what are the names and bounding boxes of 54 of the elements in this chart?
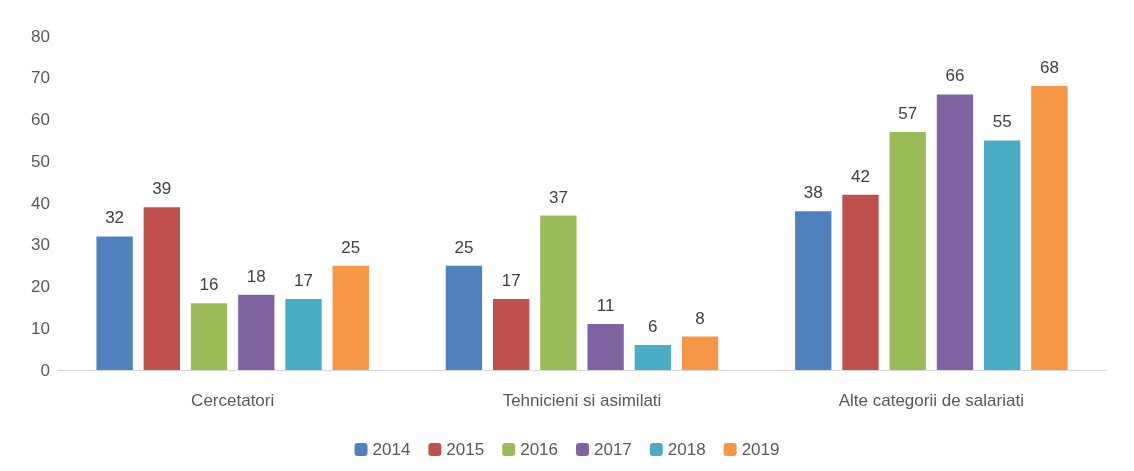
legend-label: 2018 <box>667 440 706 459</box>
y-tick-label: 20 <box>31 277 50 296</box>
y-tick-label: 30 <box>31 235 50 255</box>
bar <box>984 140 1021 370</box>
data-label: 39 <box>152 179 172 199</box>
bar <box>795 211 832 370</box>
legend-label: 2014 <box>372 440 411 459</box>
bar <box>96 236 133 370</box>
bar <box>492 299 530 370</box>
bar <box>889 132 926 370</box>
legend-label: 2017 <box>594 440 632 459</box>
data-label: 17 <box>501 271 521 291</box>
data-label: 66 <box>945 66 965 86</box>
bar <box>238 294 275 370</box>
y-tick-label: 10 <box>31 318 50 338</box>
y-tick-label: 60 <box>31 110 50 129</box>
data-label: 38 <box>803 183 823 203</box>
data-label: 57 <box>898 104 918 124</box>
data-label: 68 <box>1039 58 1059 78</box>
bar <box>634 344 672 370</box>
legend-label: 2016 <box>520 440 559 459</box>
data-label: 55 <box>992 112 1012 132</box>
y-tick-label: 80 <box>31 26 50 46</box>
bar <box>681 336 719 370</box>
bar <box>540 215 577 370</box>
bar <box>332 265 369 370</box>
data-label: 16 <box>199 275 219 295</box>
bar <box>190 303 228 370</box>
data-label: 8 <box>695 308 705 328</box>
legend-label: 2015 <box>446 440 485 459</box>
data-label: 37 <box>548 187 568 207</box>
data-label: 18 <box>246 266 266 286</box>
x-tick-label: Alte categorii de salariati <box>838 391 1024 410</box>
bar <box>936 94 974 370</box>
data-label: 25 <box>341 237 361 257</box>
bar <box>842 194 879 370</box>
bar <box>445 265 483 370</box>
data-label: 11 <box>596 296 615 316</box>
x-tick-label: Cercetatori <box>191 391 275 410</box>
data-label: 32 <box>105 208 125 228</box>
y-tick-label: 40 <box>31 193 50 213</box>
data-label: 6 <box>648 316 658 336</box>
data-label: 25 <box>454 237 474 257</box>
bar <box>143 207 180 370</box>
bar <box>1031 86 1068 370</box>
x-tick-label: Tehnicieni si asimilati <box>502 391 662 410</box>
y-tick-label: 70 <box>31 68 50 88</box>
data-label: 17 <box>294 271 313 291</box>
data-label: 42 <box>851 166 870 186</box>
bar <box>587 324 624 370</box>
legend-label: 2019 <box>741 440 780 459</box>
y-tick-label: 0 <box>40 360 50 380</box>
y-tick-label: 50 <box>31 151 50 171</box>
bar <box>285 299 322 370</box>
